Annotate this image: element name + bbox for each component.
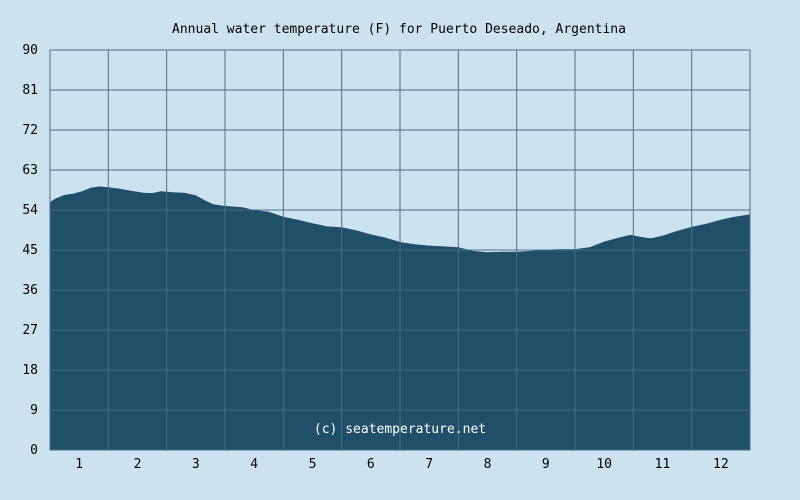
y-tick-label: 36 — [22, 283, 38, 298]
x-tick-label: 1 — [75, 457, 83, 472]
x-tick-label: 10 — [596, 457, 612, 472]
y-tick-label: 72 — [22, 123, 38, 138]
chart-title: Annual water temperature (F) for Puerto … — [172, 22, 626, 37]
x-tick-label: 12 — [713, 457, 729, 472]
x-tick-label: 3 — [192, 457, 200, 472]
x-tick-label: 4 — [250, 457, 258, 472]
x-tick-label: 8 — [484, 457, 492, 472]
y-tick-label: 27 — [22, 323, 38, 338]
credit-watermark: (c) seatemperature.net — [314, 422, 486, 437]
y-tick-label: 45 — [22, 243, 38, 258]
y-tick-label: 90 — [22, 43, 38, 58]
y-tick-label: 9 — [30, 403, 38, 418]
x-tick-label: 2 — [134, 457, 142, 472]
y-tick-label: 63 — [22, 163, 38, 178]
y-tick-label: 81 — [22, 83, 38, 98]
x-tick-label: 5 — [309, 457, 317, 472]
y-tick-label: 54 — [22, 203, 38, 218]
x-tick-label: 6 — [367, 457, 375, 472]
x-tick-label: 11 — [655, 457, 671, 472]
y-tick-label: 0 — [30, 443, 38, 458]
y-tick-label: 18 — [22, 363, 38, 378]
x-tick-label: 9 — [542, 457, 550, 472]
plot-frame — [49, 49, 751, 451]
x-tick-label: 7 — [425, 457, 433, 472]
